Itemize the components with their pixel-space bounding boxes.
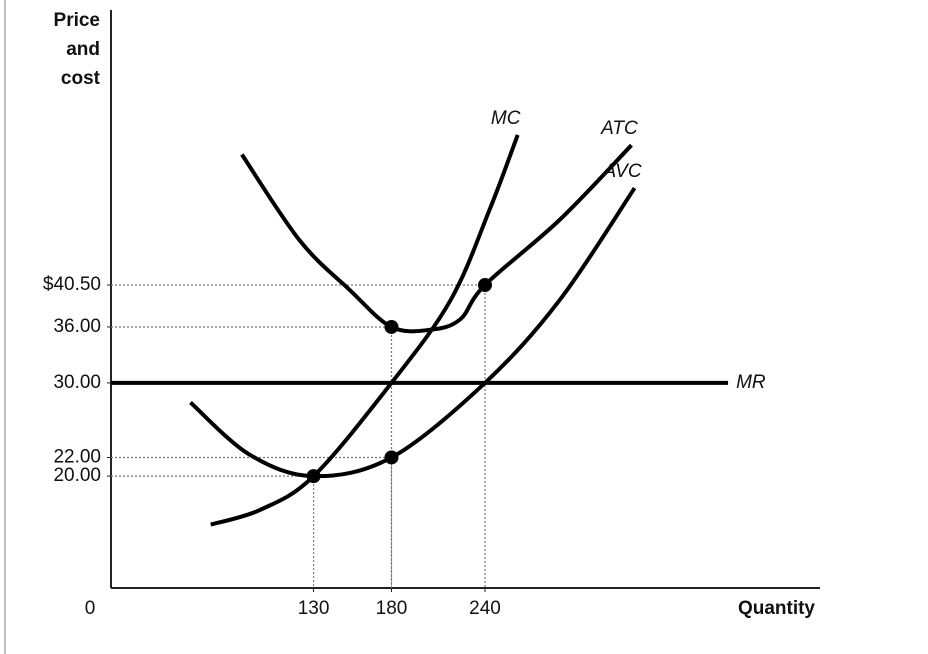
x-tick-label: 240 [469, 598, 501, 619]
x-tick-label: 130 [298, 598, 330, 619]
point [306, 469, 321, 484]
y-tick-label: 22.00 [53, 446, 101, 467]
y-axis-label: Price and cost [53, 10, 100, 89]
y-tick-label: $40.50 [43, 274, 101, 295]
curve-label: AVC [603, 161, 642, 182]
curve-label: MR [736, 372, 766, 393]
curve-label: MC [491, 108, 521, 129]
curve [210, 134, 520, 527]
point [384, 450, 399, 465]
curve [189, 186, 637, 479]
x-axis-label: Quantity [738, 598, 815, 619]
y-tick-label: 36.00 [53, 316, 101, 337]
y-tick-label: 20.00 [53, 465, 101, 486]
point [384, 319, 399, 334]
curve [240, 143, 633, 334]
point [477, 278, 492, 293]
curve-label: ATC [600, 118, 638, 139]
x-tick-label: 180 [376, 598, 408, 619]
y-tick-label: 30.00 [53, 372, 101, 393]
origin-label: 0 [85, 598, 96, 619]
